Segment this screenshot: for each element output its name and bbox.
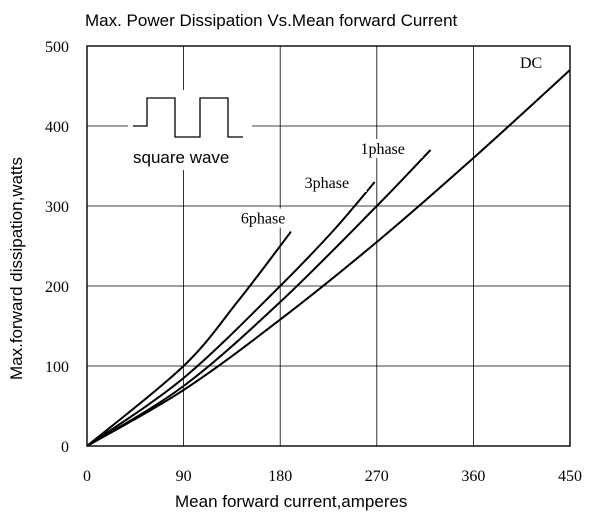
series-line-6phase bbox=[86, 231, 292, 447]
y-tick-label: 500 bbox=[45, 39, 69, 56]
series-label-1phase: 1phase bbox=[360, 141, 404, 158]
y-tick-label: 200 bbox=[45, 279, 69, 296]
square-wave-icon bbox=[133, 97, 243, 138]
series-label-6phase: 6phase bbox=[241, 211, 285, 228]
series-line-3phase bbox=[86, 181, 376, 447]
x-tick-label: 360 bbox=[461, 468, 485, 485]
y-tick-label: 0 bbox=[61, 439, 69, 456]
series-label-dc: DC bbox=[520, 55, 542, 72]
series-line-1phase bbox=[86, 149, 432, 447]
series-line-dc bbox=[86, 69, 571, 447]
chart-title: Max. Power Dissipation Vs.Mean forward C… bbox=[85, 11, 458, 30]
y-tick-label: 100 bbox=[45, 359, 69, 376]
x-tick-label: 450 bbox=[558, 468, 582, 485]
series-label-background bbox=[238, 208, 303, 228]
x-tick-label: 180 bbox=[268, 468, 292, 485]
series-label-background bbox=[302, 173, 367, 192]
x-axis-label: Mean forward current,amperes bbox=[175, 492, 407, 511]
series-label-background bbox=[518, 53, 544, 72]
plot-frame bbox=[86, 45, 571, 447]
y-tick-label: 300 bbox=[45, 199, 69, 216]
y-axis-label: Max.forward dissipation,watts bbox=[7, 157, 26, 380]
square-wave-label: square wave bbox=[133, 148, 229, 167]
series-label-3phase: 3phase bbox=[305, 175, 349, 192]
x-tick-labels: 0 90 180 270 360 450 bbox=[83, 468, 582, 485]
x-tick-label: 0 bbox=[83, 468, 91, 485]
x-tick-label: 270 bbox=[365, 468, 389, 485]
grid bbox=[87, 46, 570, 446]
square-wave-inset: square wave bbox=[128, 90, 252, 170]
series-group bbox=[86, 69, 571, 447]
x-tick-label: 90 bbox=[176, 468, 192, 485]
series-label-background bbox=[358, 139, 423, 158]
series-labels: DC 1phase 3phase 6phase bbox=[238, 53, 544, 228]
y-tick-labels: 0 100 200 300 400 500 bbox=[45, 39, 69, 456]
y-tick-label: 400 bbox=[45, 119, 69, 136]
